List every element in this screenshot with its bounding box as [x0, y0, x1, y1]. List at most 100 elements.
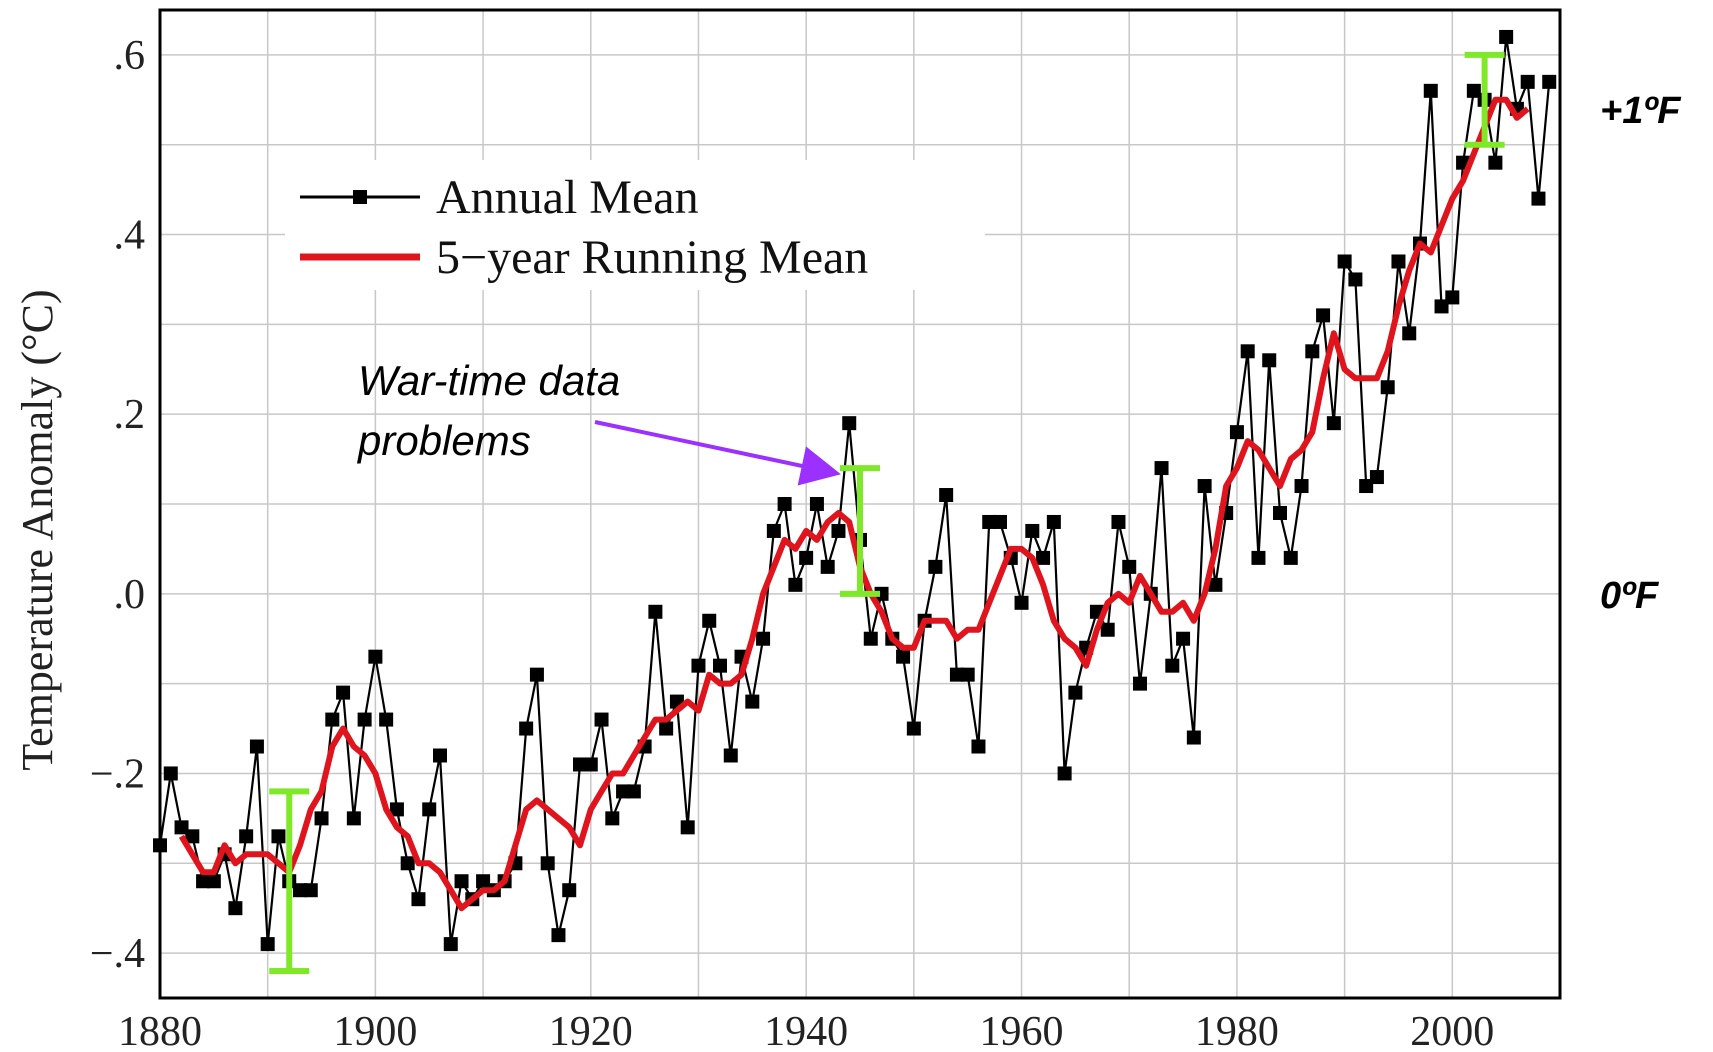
annual-mean-point [271, 829, 286, 844]
annual-mean-point [476, 874, 491, 889]
annual-mean-point [971, 739, 986, 754]
y-axis-ticks: −.4 −.2 .0 .2 .4 .6 [90, 33, 145, 977]
annual-mean-point [389, 802, 404, 817]
annual-mean-point [863, 631, 878, 646]
x-tick-label: 1960 [980, 1009, 1064, 1052]
annual-mean-point [433, 748, 447, 763]
annual-mean-point [228, 901, 243, 916]
annual-mean-point [1305, 344, 1320, 359]
annual-mean-point [1111, 514, 1126, 529]
annual-mean-point [454, 874, 469, 889]
annual-mean-point [239, 829, 254, 844]
annual-mean-point [1542, 74, 1557, 89]
annual-mean-point [519, 721, 534, 736]
annual-mean-point [1423, 83, 1438, 98]
annual-mean-point [443, 937, 458, 952]
annual-mean-point [626, 784, 641, 799]
annual-mean-point [777, 497, 792, 511]
annual-mean-point [691, 658, 706, 673]
annual-mean-point [411, 892, 426, 907]
annual-mean-point [949, 667, 964, 682]
annual-mean-point [1100, 622, 1115, 637]
annual-mean-point [422, 802, 437, 817]
annual-mean-point [325, 712, 340, 727]
annual-mean-point [1197, 479, 1212, 494]
annual-mean-point [745, 694, 760, 709]
annual-mean-point [379, 712, 394, 727]
y-axis-label: Temperature Anomaly (°C) [13, 289, 62, 770]
annual-mean-point [982, 514, 997, 529]
annual-mean-point [1165, 658, 1180, 673]
annual-mean-point [680, 820, 695, 835]
annual-mean-point [1369, 470, 1384, 485]
annual-mean-point [659, 721, 674, 736]
right-label-0f: 0ºF [1600, 575, 1660, 617]
annual-mean-point [206, 874, 221, 889]
error-bars [269, 51, 1505, 975]
x-tick-label: 2000 [1410, 1009, 1494, 1052]
plot-frame [158, 8, 1562, 1000]
annual-mean-point [314, 811, 329, 826]
annual-mean-point [723, 748, 738, 763]
annual-mean-point [1283, 550, 1298, 565]
annual-mean-point [896, 649, 911, 664]
annual-mean-point [1402, 326, 1417, 341]
annual-mean-point [249, 739, 264, 754]
annual-mean-point [174, 820, 189, 835]
annual-mean-point [1229, 425, 1244, 440]
annual-mean-point [1391, 254, 1406, 269]
annual-mean-point [1294, 479, 1309, 494]
annual-mean-point [939, 488, 954, 503]
annual-mean-point [1176, 631, 1191, 646]
running-mean-line [178, 96, 1530, 912]
annual-mean-point [1208, 577, 1223, 592]
annual-mean-line [158, 36, 1551, 945]
annual-mean-point [196, 874, 211, 889]
annual-mean-point [1014, 595, 1029, 610]
annual-mean-point [357, 712, 372, 727]
y-tick-label: .0 [114, 572, 146, 618]
annual-mean-point [1348, 272, 1363, 287]
annual-mean-point [1251, 550, 1266, 565]
annual-mean-point [1046, 514, 1061, 529]
annual-mean-point [756, 631, 771, 646]
x-tick-label: 1900 [333, 1009, 417, 1052]
annual-mean-point [583, 757, 598, 772]
annual-mean-point [1262, 353, 1277, 368]
annual-mean-point [303, 883, 318, 898]
annual-mean-point [605, 811, 620, 826]
legend: Annual Mean 5−year Running Mean [285, 160, 985, 290]
annual-mean-point [1133, 676, 1147, 691]
annual-mean-point [788, 577, 803, 592]
war-time-annotation: War-time data problems [356, 357, 841, 486]
annual-mean-point [1466, 83, 1481, 98]
y-tick-label: .6 [114, 33, 146, 79]
annual-mean-point [163, 766, 178, 781]
annual-mean-point [573, 757, 587, 772]
x-tick-label: 1880 [118, 1009, 202, 1052]
annual-mean-point [993, 514, 1007, 529]
annotation-line-2: problems [356, 417, 531, 464]
annual-mean-point [1445, 290, 1460, 305]
annual-mean-point [153, 838, 167, 853]
legend-annual-marker [353, 190, 367, 204]
y-tick-label: .2 [114, 392, 146, 438]
annual-mean-point [928, 559, 943, 574]
annual-mean-point [1326, 416, 1341, 431]
annual-mean-point [842, 416, 857, 431]
annual-mean-point [906, 721, 921, 736]
annual-mean-point [648, 604, 663, 619]
annual-mean-point [1273, 505, 1287, 520]
annual-mean-point [400, 856, 415, 871]
annual-mean-point [831, 523, 846, 538]
annual-mean-point [1520, 74, 1535, 89]
annual-mean-point [713, 658, 727, 673]
annual-mean-point [809, 497, 824, 511]
annual-mean-point [551, 928, 566, 943]
y-tick-label: −.2 [90, 751, 145, 797]
annual-mean-point [1154, 461, 1169, 476]
annual-mean-point [529, 667, 544, 682]
legend-background [285, 160, 985, 290]
annual-mean-point [346, 811, 361, 826]
